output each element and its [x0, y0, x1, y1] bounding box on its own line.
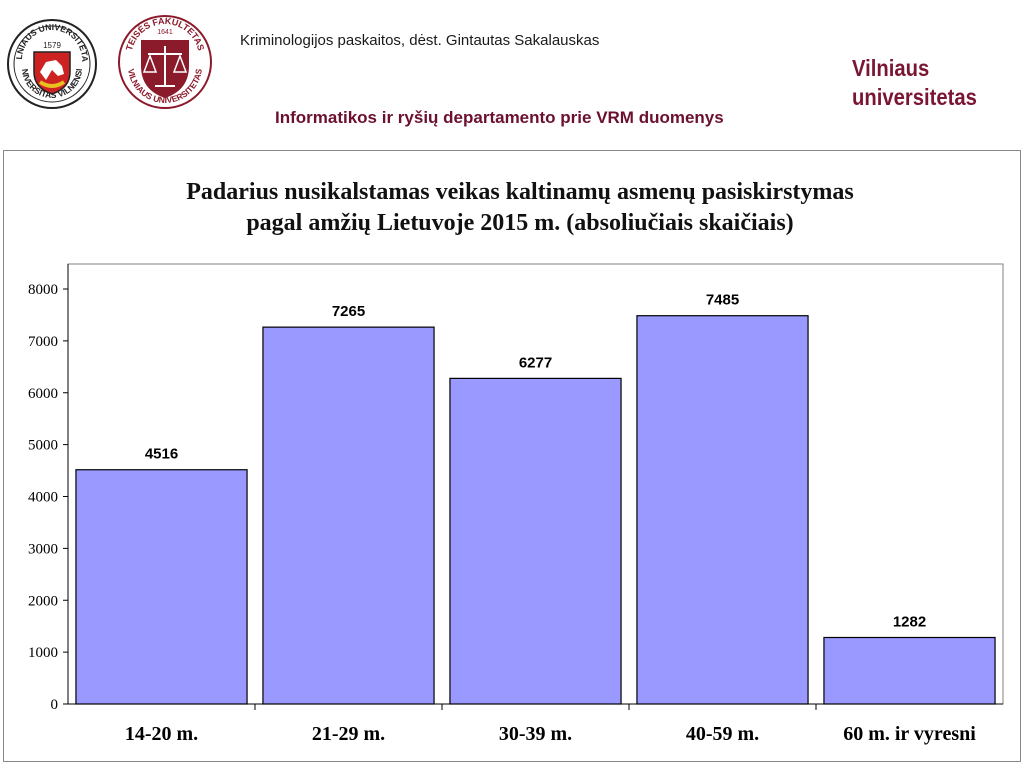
y-tick-label: 6000: [28, 386, 58, 402]
university-seal-logo: VILNIAUS UNIVERSITETAS UNIVERSITAS VILNE…: [0, 0, 97, 109]
y-tick-label: 3000: [28, 541, 58, 557]
bar: [262, 326, 435, 705]
x-category-label: 40-59 m.: [686, 723, 759, 745]
law-seal-year: 1641: [157, 29, 173, 36]
chart-title-line1: Padarius nusikalstamas veikas kaltinamų …: [186, 179, 854, 205]
university-wordmark-line2: universitetas: [852, 84, 977, 110]
university-wordmark: Vilniaus universitetas: [852, 54, 977, 112]
bar: [823, 636, 996, 705]
y-tick-label: 7000: [28, 334, 58, 350]
bar-data-label: 1282: [893, 613, 926, 630]
data-source-caption: Informatikos ir ryšių departamento prie …: [275, 108, 724, 127]
y-tick-label: 8000: [28, 282, 58, 298]
x-category-label: 60 m. ir vyresni: [843, 723, 976, 745]
x-category-label: 21-29 m.: [312, 723, 385, 745]
bar-data-label: 7265: [332, 303, 365, 320]
chart-title: Padarius nusikalstamas veikas kaltinamų …: [40, 177, 1000, 239]
x-category-label: 14-20 m.: [125, 723, 198, 745]
bar: [636, 315, 809, 705]
y-tick-label: 1000: [28, 645, 58, 661]
y-tick-label: 4000: [28, 490, 58, 506]
y-tick-label: 5000: [28, 438, 58, 454]
chart-title-line2: pagal amžių Lietuvoje 2015 m. (absoliuči…: [246, 210, 794, 236]
university-wordmark-line1: Vilniaus: [852, 55, 930, 81]
y-tick-label: 0: [51, 697, 59, 713]
y-tick-label: 2000: [28, 593, 58, 609]
law-faculty-seal-logo: TEISĖS FAKULTETAS VILNIAUS UNIVERSITETAS…: [118, 15, 212, 109]
course-lecturer-caption: Kriminologijos paskaitos, dėst. Gintauta…: [240, 32, 600, 49]
chart-frame: [3, 150, 1021, 762]
bar-data-label: 4516: [145, 446, 178, 463]
bar: [75, 469, 248, 705]
x-category-label: 30-39 m.: [499, 723, 572, 745]
seal-year: 1579: [43, 41, 61, 50]
bar-data-label: 7485: [706, 292, 739, 309]
bar-data-label: 6277: [519, 354, 552, 371]
bar: [449, 377, 622, 705]
